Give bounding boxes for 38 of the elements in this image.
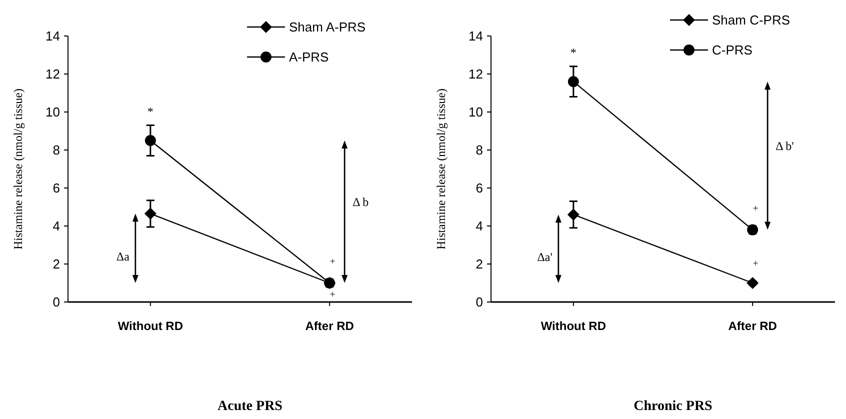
y-tick-label: 2 — [476, 256, 483, 272]
annotation: Δa' — [537, 250, 552, 264]
y-tick-label: 4 — [52, 218, 60, 234]
y-axis-title: Histamine release (nmol/g tissue) — [11, 88, 25, 250]
text: Acute PRS — [218, 399, 283, 414]
legend-label: C-PRS — [712, 42, 753, 58]
y-tick-label: 0 — [476, 294, 483, 310]
y-tick-label: 8 — [476, 142, 483, 158]
legend-label: Sham A-PRS — [289, 20, 366, 35]
y-axis-title: Histamine release (nmol/g tissue) — [434, 88, 448, 250]
y-tick-label: 2 — [52, 256, 60, 272]
annotation: * — [570, 46, 576, 60]
annotation: + — [330, 290, 336, 300]
annotation: Δ b' — [776, 138, 794, 153]
annotation: * — [147, 104, 154, 118]
y-tick-label: 14 — [468, 28, 483, 44]
annotation: Δ b — [352, 194, 369, 209]
y-tick-label: 10 — [468, 104, 483, 120]
y-tick-label: 0 — [52, 294, 60, 310]
legend-label: Sham C-PRS — [712, 12, 790, 28]
y-tick-label: 12 — [468, 66, 483, 82]
y-tick-label: 14 — [46, 28, 60, 44]
annotation: + — [330, 256, 336, 268]
annotation: + — [752, 203, 759, 214]
x-tick-label: Without RD — [540, 319, 606, 333]
x-tick-label: After RD — [728, 319, 778, 333]
y-tick-label: 8 — [52, 142, 60, 158]
y-tick-label: 12 — [46, 66, 60, 82]
annotation: + — [752, 258, 759, 270]
y-tick-label: 4 — [476, 218, 483, 234]
y-tick-label: 6 — [52, 180, 60, 196]
x-tick-label: After RD — [305, 319, 354, 333]
x-tick-label: Without RD — [118, 319, 184, 333]
annotation: Δa — [116, 250, 130, 264]
text: Chronic PRS — [634, 399, 713, 414]
y-tick-label: 10 — [46, 104, 60, 120]
y-tick-label: 6 — [476, 180, 483, 196]
legend-label: A-PRS — [289, 50, 330, 65]
